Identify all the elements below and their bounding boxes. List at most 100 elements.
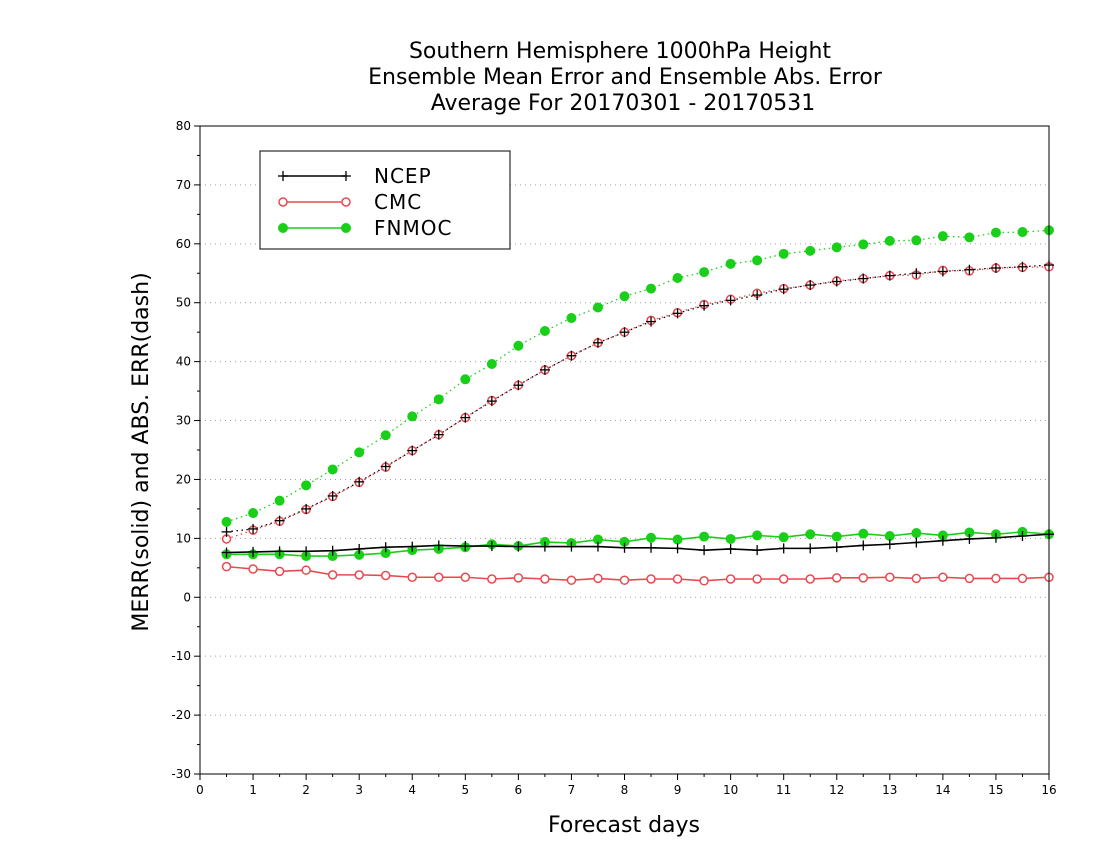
- series-cmc-abserr-line: [226, 266, 1050, 540]
- point-cmc-merr: [513, 573, 524, 583]
- x-tick-label: 5: [461, 783, 469, 797]
- point-cmc-merr: [672, 574, 683, 584]
- point-cmc-merr: [327, 570, 338, 580]
- y-tick-label: 80: [176, 119, 191, 133]
- point-ncep-merr: [248, 546, 259, 557]
- point-ncep-abserr: [539, 364, 550, 375]
- series-fnmoc-abserr-line: [226, 229, 1050, 523]
- point-cmc-merr: [964, 573, 975, 584]
- y-tick-label: 10: [176, 531, 191, 545]
- point-fnmoc-abserr: [274, 495, 285, 506]
- point-ncep-abserr: [566, 350, 577, 361]
- legend-marker-fnmoc: [341, 223, 351, 233]
- x-axis-label: Forecast days: [548, 813, 700, 838]
- point-ncep-merr: [486, 541, 497, 552]
- point-fnmoc-abserr: [248, 508, 259, 519]
- y-tick-label: 0: [183, 590, 191, 604]
- point-ncep-merr: [858, 540, 869, 551]
- point-fnmoc-abserr: [646, 283, 657, 294]
- point-cmc-merr: [832, 573, 842, 583]
- grid-lines: [200, 184, 1049, 716]
- point-fnmoc-merr: [725, 533, 736, 544]
- point-fnmoc-abserr: [592, 302, 603, 313]
- point-ncep-abserr: [964, 264, 975, 275]
- point-fnmoc-abserr: [539, 326, 550, 337]
- point-fnmoc-abserr: [725, 258, 736, 269]
- point-fnmoc-abserr: [672, 272, 683, 283]
- point-cmc-merr: [646, 574, 656, 584]
- x-tick-label: 2: [302, 783, 310, 797]
- point-fnmoc-abserr: [990, 227, 1001, 238]
- x-tick-label: 10: [723, 783, 738, 797]
- point-fnmoc-abserr: [778, 248, 789, 259]
- y-tick-label: 70: [176, 178, 191, 192]
- point-cmc-merr: [991, 573, 1001, 584]
- point-ncep-abserr: [433, 429, 444, 440]
- point-ncep-abserr: [911, 268, 922, 279]
- point-ncep-abserr: [884, 270, 895, 281]
- point-ncep-merr: [327, 545, 338, 556]
- y-axis-label: MERR(solid) and ABS. ERR(dash): [129, 272, 154, 631]
- point-ncep-merr: [778, 543, 789, 554]
- legend-label-fnmoc: FNMOC: [374, 216, 452, 240]
- legend-label-ncep: NCEP: [374, 164, 432, 188]
- x-tick-label: 7: [568, 783, 576, 797]
- x-tick-label: 6: [515, 783, 523, 797]
- point-cmc-merr: [407, 572, 417, 582]
- point-ncep-merr: [699, 545, 710, 556]
- point-ncep-merr: [566, 541, 577, 552]
- point-ncep-abserr: [301, 503, 312, 514]
- point-fnmoc-abserr: [699, 267, 710, 278]
- point-cmc-merr: [380, 570, 391, 581]
- point-ncep-abserr: [460, 412, 471, 423]
- point-fnmoc-abserr: [460, 374, 471, 385]
- point-fnmoc-abserr: [858, 239, 869, 250]
- point-cmc-merr: [858, 573, 869, 583]
- legend-label-cmc: CMC: [374, 190, 422, 214]
- title-line-2: Ensemble Mean Error and Ensemble Abs. Er…: [368, 65, 883, 90]
- x-tick-label: 3: [355, 783, 363, 797]
- y-tick-label: 50: [176, 296, 191, 310]
- point-ncep-merr: [937, 535, 948, 546]
- point-cmc-merr: [725, 574, 736, 584]
- point-fnmoc-merr: [752, 530, 763, 541]
- point-ncep-abserr: [619, 327, 630, 338]
- point-cmc-merr: [699, 576, 709, 586]
- point-ncep-merr: [990, 532, 1001, 543]
- chart-title: Southern Hemisphere 1000hPa Height Ensem…: [368, 39, 883, 116]
- point-cmc-merr: [434, 572, 444, 582]
- point-ncep-merr: [964, 533, 975, 544]
- legend-marker-fnmoc: [278, 223, 288, 233]
- point-ncep-merr: [911, 537, 922, 548]
- point-ncep-merr: [884, 539, 895, 550]
- point-fnmoc-abserr: [805, 245, 816, 256]
- y-tick-label: -30: [171, 767, 191, 781]
- point-ncep-merr: [539, 541, 550, 552]
- x-tick-label: 11: [776, 783, 791, 797]
- point-cmc-merr: [619, 575, 630, 585]
- legend-box: [259, 150, 511, 250]
- point-ncep-merr: [354, 543, 365, 554]
- point-cmc-merr: [487, 574, 497, 584]
- point-fnmoc-abserr: [752, 255, 763, 266]
- point-ncep-merr: [380, 542, 391, 553]
- y-tick-label: 30: [176, 414, 191, 428]
- x-tick-label: 16: [1041, 783, 1056, 797]
- y-tick-label: 40: [176, 355, 191, 369]
- point-cmc-merr: [354, 570, 364, 580]
- point-cmc-merr: [885, 572, 895, 582]
- point-ncep-abserr: [248, 523, 259, 534]
- point-fnmoc-abserr: [486, 358, 497, 369]
- point-fnmoc-merr: [831, 531, 842, 542]
- title-line-1: Southern Hemisphere 1000hPa Height: [409, 39, 831, 64]
- point-cmc-merr: [938, 572, 948, 582]
- point-ncep-abserr: [672, 308, 683, 319]
- x-tick-label: 13: [882, 783, 897, 797]
- point-ncep-abserr: [274, 515, 285, 526]
- legend-marker-cmc: [278, 197, 288, 207]
- point-cmc-merr: [460, 572, 471, 582]
- y-tick-label: -10: [171, 649, 191, 663]
- legend-marker-ncep: [278, 171, 288, 181]
- point-ncep-merr: [752, 545, 763, 556]
